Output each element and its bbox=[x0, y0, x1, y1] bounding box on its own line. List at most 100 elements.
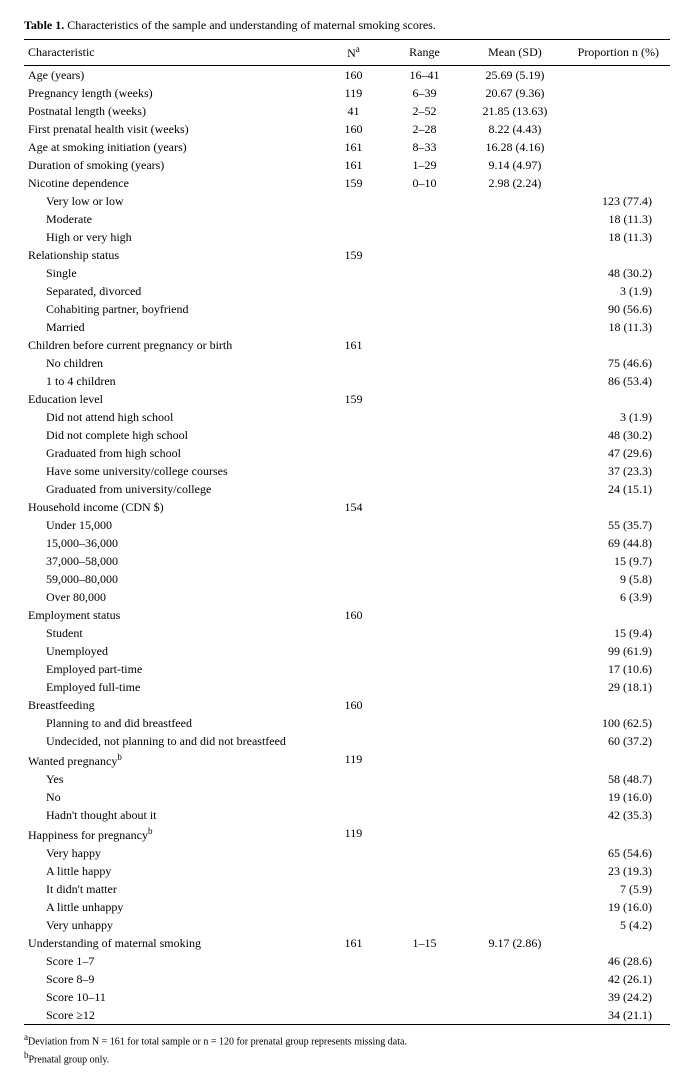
cell-range bbox=[386, 750, 464, 770]
cell-n bbox=[321, 282, 386, 300]
cell-proportion bbox=[567, 390, 670, 408]
cell-proportion: 17 (10.6) bbox=[567, 660, 670, 678]
cell-range bbox=[386, 606, 464, 624]
cell-mean bbox=[463, 444, 566, 462]
cell-characteristic: Breastfeeding bbox=[24, 696, 321, 714]
cell-proportion: 69 (44.8) bbox=[567, 534, 670, 552]
table-row: Have some university/college courses37 (… bbox=[24, 462, 670, 480]
cell-proportion bbox=[567, 696, 670, 714]
cell-range: 2–28 bbox=[386, 120, 464, 138]
cell-range bbox=[386, 732, 464, 750]
cell-mean bbox=[463, 372, 566, 390]
cell-n bbox=[321, 480, 386, 498]
cell-n: 119 bbox=[321, 750, 386, 770]
footnotes: aDeviation from N = 161 for total sample… bbox=[24, 1031, 670, 1067]
cell-proportion: 15 (9.7) bbox=[567, 552, 670, 570]
cell-mean bbox=[463, 916, 566, 934]
cell-n bbox=[321, 552, 386, 570]
cell-n: 119 bbox=[321, 824, 386, 844]
cell-mean bbox=[463, 770, 566, 788]
table-row: A little unhappy19 (16.0) bbox=[24, 898, 670, 916]
cell-n bbox=[321, 372, 386, 390]
cell-n bbox=[321, 534, 386, 552]
cell-range bbox=[386, 426, 464, 444]
cell-mean bbox=[463, 898, 566, 916]
table-row: Did not attend high school3 (1.9) bbox=[24, 408, 670, 426]
cell-proportion: 29 (18.1) bbox=[567, 678, 670, 696]
cell-n bbox=[321, 444, 386, 462]
cell-mean bbox=[463, 660, 566, 678]
table-row: Unemployed99 (61.9) bbox=[24, 642, 670, 660]
cell-characteristic: Graduated from university/college bbox=[24, 480, 321, 498]
cell-range bbox=[386, 408, 464, 426]
cell-characteristic: Duration of smoking (years) bbox=[24, 156, 321, 174]
cell-n: 160 bbox=[321, 120, 386, 138]
cell-mean bbox=[463, 282, 566, 300]
cell-range bbox=[386, 192, 464, 210]
cell-mean bbox=[463, 696, 566, 714]
cell-range bbox=[386, 898, 464, 916]
cell-proportion: 58 (48.7) bbox=[567, 770, 670, 788]
cell-range bbox=[386, 534, 464, 552]
cell-mean bbox=[463, 192, 566, 210]
cell-range: 8–33 bbox=[386, 138, 464, 156]
cell-proportion bbox=[567, 934, 670, 952]
footnote-b: bPrenatal group only. bbox=[24, 1049, 670, 1067]
header-n-text: N bbox=[347, 46, 356, 60]
cell-range bbox=[386, 696, 464, 714]
table-row: High or very high18 (11.3) bbox=[24, 228, 670, 246]
cell-proportion: 39 (24.2) bbox=[567, 988, 670, 1006]
cell-mean bbox=[463, 336, 566, 354]
table-row: Single48 (30.2) bbox=[24, 264, 670, 282]
cell-proportion: 18 (11.3) bbox=[567, 228, 670, 246]
cell-characteristic: Postnatal length (weeks) bbox=[24, 102, 321, 120]
cell-n bbox=[321, 1006, 386, 1025]
cell-characteristic: 1 to 4 children bbox=[24, 372, 321, 390]
cell-characteristic: 15,000–36,000 bbox=[24, 534, 321, 552]
table-row: Under 15,00055 (35.7) bbox=[24, 516, 670, 534]
cell-n: 160 bbox=[321, 66, 386, 85]
cell-mean bbox=[463, 788, 566, 806]
cell-mean bbox=[463, 354, 566, 372]
cell-range bbox=[386, 246, 464, 264]
cell-range bbox=[386, 264, 464, 282]
cell-characteristic: Did not complete high school bbox=[24, 426, 321, 444]
table-row: It didn't matter7 (5.9) bbox=[24, 880, 670, 898]
cell-range bbox=[386, 516, 464, 534]
cell-range bbox=[386, 678, 464, 696]
table-row: Employment status160 bbox=[24, 606, 670, 624]
cell-n bbox=[321, 880, 386, 898]
table-row: Employed full-time29 (18.1) bbox=[24, 678, 670, 696]
table-row: Student15 (9.4) bbox=[24, 624, 670, 642]
table-row: Score 1–746 (28.6) bbox=[24, 952, 670, 970]
table-row: Moderate18 (11.3) bbox=[24, 210, 670, 228]
cell-proportion: 18 (11.3) bbox=[567, 210, 670, 228]
cell-characteristic: Very low or low bbox=[24, 192, 321, 210]
cell-mean bbox=[463, 732, 566, 750]
cell-n: 159 bbox=[321, 174, 386, 192]
table-row: Education level159 bbox=[24, 390, 670, 408]
cell-n: 161 bbox=[321, 934, 386, 952]
cell-n: 161 bbox=[321, 336, 386, 354]
cell-mean: 16.28 (4.16) bbox=[463, 138, 566, 156]
table-row: Very unhappy5 (4.2) bbox=[24, 916, 670, 934]
cell-proportion: 100 (62.5) bbox=[567, 714, 670, 732]
cell-range bbox=[386, 714, 464, 732]
cell-characteristic: 37,000–58,000 bbox=[24, 552, 321, 570]
cell-range: 16–41 bbox=[386, 66, 464, 85]
table-row: Duration of smoking (years)1611–299.14 (… bbox=[24, 156, 670, 174]
cell-characteristic: Score 1–7 bbox=[24, 952, 321, 970]
table-row: Planning to and did breastfeed100 (62.5) bbox=[24, 714, 670, 732]
cell-n bbox=[321, 516, 386, 534]
table-row: A little happy23 (19.3) bbox=[24, 862, 670, 880]
cell-mean bbox=[463, 318, 566, 336]
cell-proportion: 5 (4.2) bbox=[567, 916, 670, 934]
cell-mean bbox=[463, 516, 566, 534]
cell-n bbox=[321, 426, 386, 444]
cell-mean bbox=[463, 534, 566, 552]
cell-characteristic: Separated, divorced bbox=[24, 282, 321, 300]
cell-proportion: 48 (30.2) bbox=[567, 264, 670, 282]
cell-n bbox=[321, 408, 386, 426]
cell-proportion: 23 (19.3) bbox=[567, 862, 670, 880]
cell-characteristic: Married bbox=[24, 318, 321, 336]
